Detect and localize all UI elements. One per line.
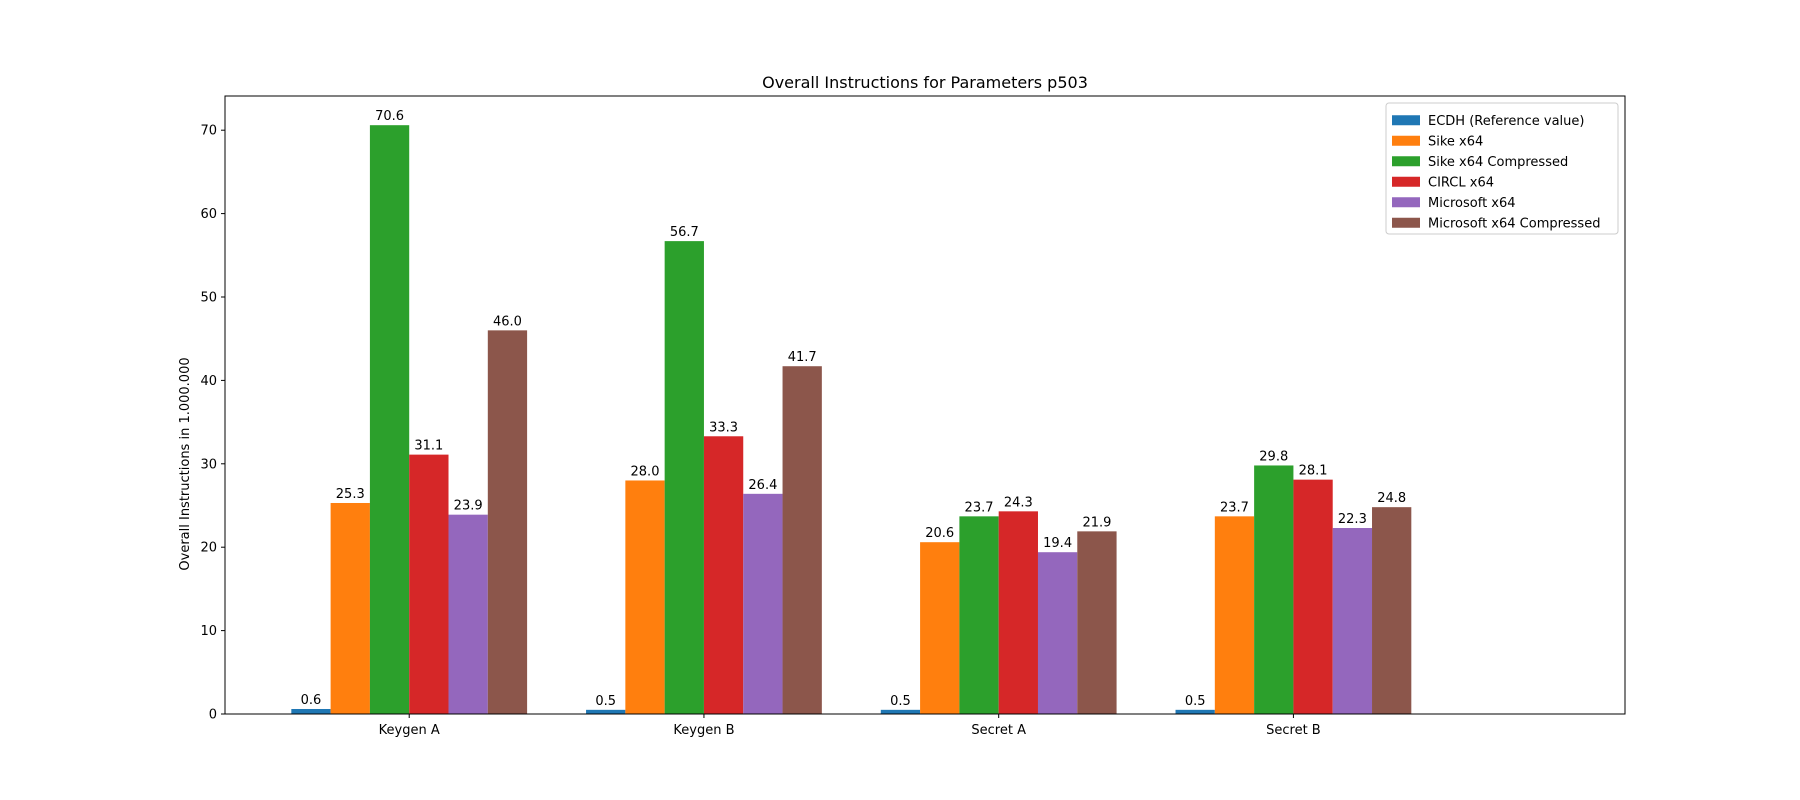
bar [1254,465,1294,714]
y-axis: 0 10 20 30 40 50 60 70 [200,124,225,723]
bar-value-label: 29.8 [1259,449,1288,464]
bar [703,436,744,714]
bar [1214,516,1255,714]
y-tick-label: 60 [200,207,217,222]
bar [291,708,331,714]
bar-value-label: 41.7 [788,350,817,365]
bar [880,709,921,714]
y-tick-label: 70 [200,124,217,139]
y-tick-label: 0 [209,708,217,723]
bar-labels-layer: 0.6 25.3 70.6 31.1 23.9 46.0 0.5 28.0 56.7 33.3 26… [301,109,1407,709]
legend-swatch [1392,135,1420,146]
bar [330,502,370,714]
y-tick-label: 40 [200,374,217,389]
bar [959,516,999,714]
legend-swatch [1392,176,1420,187]
bar [782,366,822,714]
bar [586,709,626,714]
bar-value-label: 19.4 [1043,536,1072,551]
bar [743,493,783,714]
bar [1077,531,1117,714]
bar [487,330,528,714]
bar [920,542,960,714]
bar [409,454,449,714]
bar-value-label: 26.4 [748,478,777,493]
bar-value-label: 24.8 [1377,491,1406,506]
legend-entry-label: CIRCL x64 [1428,175,1494,190]
y-tick-label: 10 [200,624,217,639]
bars-layer [291,125,1412,714]
bar-value-label: 20.6 [925,526,954,541]
x-tick-label: Secret A [971,723,1026,738]
chart-title: Overall Instructions for Parameters p503 [762,73,1088,92]
y-tick-label: 30 [200,457,217,472]
bar [1175,709,1215,714]
bar-value-label: 28.0 [631,464,660,479]
legend-entry-label: Sike x64 Compressed [1428,155,1568,170]
y-tick-label: 20 [200,541,217,556]
legend-swatch [1392,115,1420,126]
bar-value-label: 23.7 [965,500,994,515]
bar-value-label: 0.5 [1185,694,1206,709]
bar-value-label: 33.3 [709,420,738,435]
bar-value-label: 46.0 [493,314,522,329]
legend-entry-label: Microsoft x64 [1428,196,1516,211]
bar-value-label: 24.3 [1004,495,1033,510]
bar-value-label: 70.6 [375,109,404,124]
bar-value-label: 0.5 [890,694,911,709]
legend-entry-label: Microsoft x64 Compressed [1428,216,1600,231]
legend-swatch [1392,197,1420,208]
bar-value-label: 0.5 [595,694,616,709]
bar [448,514,488,714]
y-tick-label: 50 [200,290,217,305]
bar [664,241,704,714]
bar [625,480,665,714]
bar [1293,479,1333,714]
bar [1332,528,1373,714]
bar-value-label: 22.3 [1338,512,1367,527]
bar-value-label: 31.1 [414,439,443,454]
bar-value-label: 25.3 [336,487,365,502]
bar-value-label: 0.6 [301,693,322,708]
x-tick-label: Keygen A [379,723,440,738]
bar [998,511,1038,714]
plot-frame [224,95,1626,715]
bar-value-label: 28.1 [1299,464,1328,479]
bar-value-label: 21.9 [1082,515,1111,530]
legend-swatch [1392,217,1420,228]
x-tick-label: Keygen B [673,723,734,738]
bar-value-label: 56.7 [670,225,699,240]
bar [1372,507,1412,714]
bar-value-label: 23.7 [1220,500,1249,515]
x-tick-label: Secret B [1266,723,1321,738]
legend-box [1385,102,1619,235]
y-axis-label: Overall Instructions in 1.000.000 [178,357,193,570]
bar [369,125,410,714]
legend-entry-label: ECDH (Reference value) [1428,114,1584,129]
bar-value-label: 23.9 [454,499,483,514]
legend: ECDH (Reference value) Sike x64 Sike x64 C… [1385,102,1619,235]
legend-entry-label: Sike x64 [1428,134,1483,149]
x-axis: Keygen A Keygen B Secret A Secret B [379,714,1321,738]
bar [1037,552,1078,714]
legend-swatch [1392,156,1420,167]
